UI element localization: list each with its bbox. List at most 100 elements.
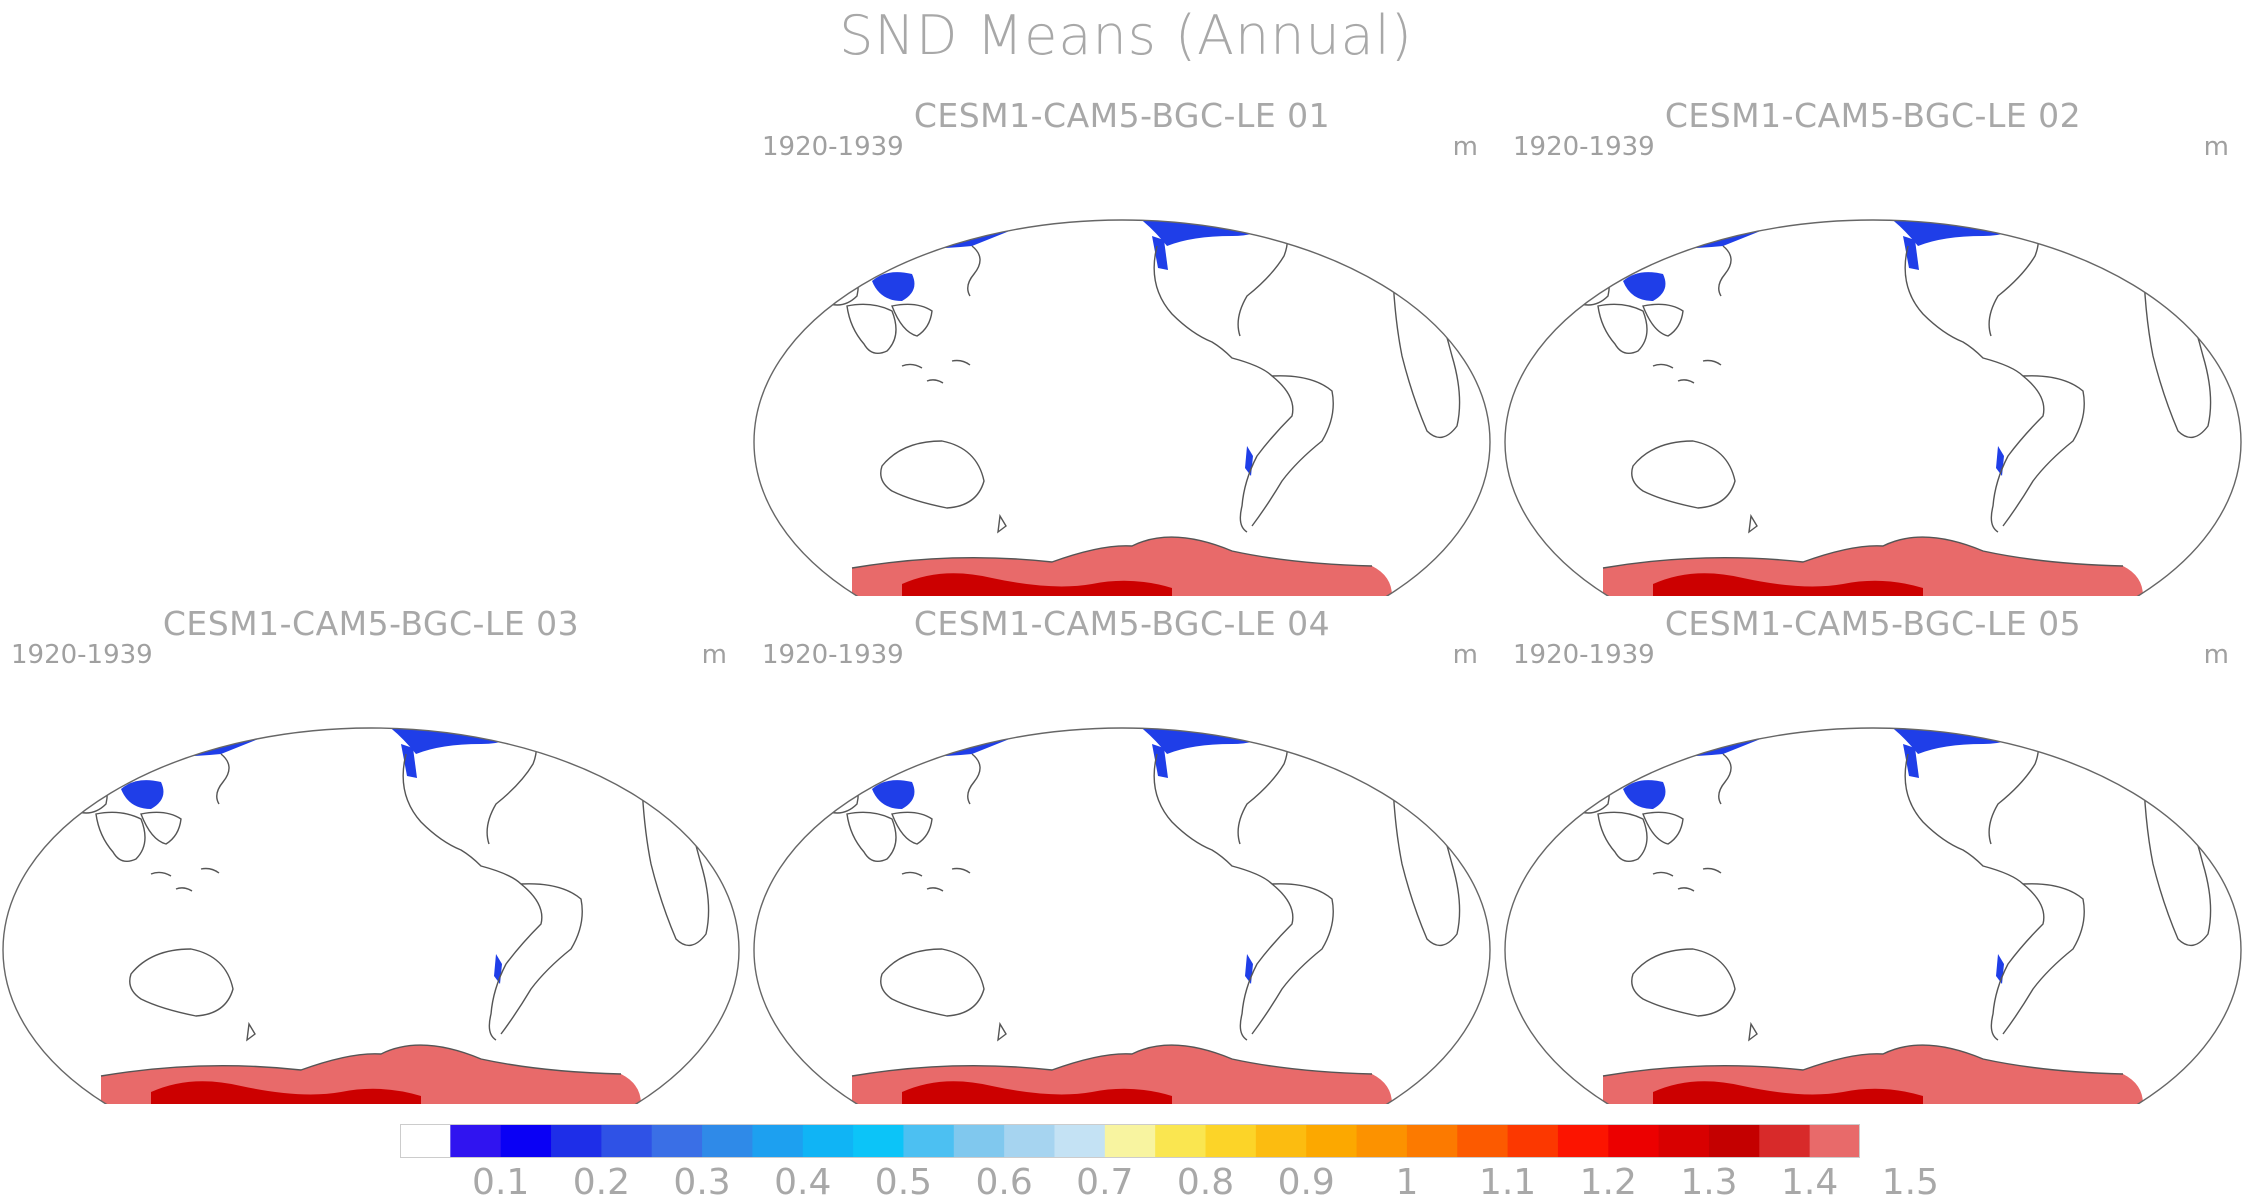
colorbar-tick-label: 1.5 — [1881, 1162, 1939, 1203]
colorbar-tick-label: 0.1 — [472, 1162, 530, 1203]
americas-east-coast — [486, 728, 583, 1035]
north-america-snow-light — [1883, 687, 1989, 722]
greenland-edge — [1200, 149, 1227, 174]
map-boundary — [1504, 727, 2242, 1104]
australia-outline — [1631, 948, 1736, 1017]
panel-unit: m — [1452, 132, 1478, 162]
antarctica-interior — [1653, 573, 1923, 596]
panel-unit: m — [2203, 640, 2229, 670]
colorbar-frame — [400, 1124, 1860, 1158]
rockies-snow — [1152, 236, 1168, 270]
colorbar-tick-label: 0.6 — [975, 1162, 1033, 1203]
north-america-snow-light — [381, 687, 487, 722]
east-asia-coast — [1718, 245, 1732, 297]
colorbar-swatch — [1708, 1124, 1760, 1158]
antarctica-interior — [151, 1081, 421, 1104]
eurasia-snow — [95, 728, 346, 757]
north-america-snow-light — [1132, 687, 1238, 722]
map-canvas — [753, 648, 1491, 1104]
eurasia-outline — [1522, 220, 1610, 306]
americas-west-coast — [1904, 245, 2045, 533]
colorbar-swatch — [400, 1124, 452, 1158]
eurasia-snow — [1597, 728, 1848, 757]
andes-snow — [494, 954, 502, 984]
andes-snow — [1245, 954, 1253, 984]
europe-coast — [1351, 220, 1393, 237]
greenland-edge — [449, 657, 476, 682]
colorbar-swatch — [752, 1124, 804, 1158]
southeast-asia-outline — [891, 811, 933, 845]
north-america-snow — [1853, 220, 2033, 246]
colorbar-swatch — [1608, 1124, 1660, 1158]
tibet-snow — [872, 272, 915, 301]
colorbar-tick-label: 1 — [1395, 1162, 1419, 1203]
colorbar-tick-label: 0.4 — [774, 1162, 832, 1203]
andes-snow — [1996, 954, 2004, 984]
colorbar-tick-label: 0.8 — [1176, 1162, 1235, 1203]
europe-coast — [600, 728, 642, 745]
colorbar-labels: 0.1 0.2 0.3 0.4 0.5 0.6 0.7 0.8 0.9 1 1.1 1.2 1.3 1.4… — [400, 1162, 1939, 1203]
east-asia-coast — [216, 753, 230, 805]
greenland-ice — [1212, 648, 1287, 706]
colorbar — [400, 1124, 1860, 1158]
americas-west-coast — [402, 753, 543, 1041]
colorbar-swatch — [450, 1124, 502, 1158]
map-boundary — [2, 727, 740, 1104]
north-america-snow-light — [1883, 179, 1989, 214]
north-america-snow — [1102, 728, 1282, 754]
colorbar-tick-label: 1.3 — [1680, 1162, 1738, 1203]
colorbar-swatch — [1507, 1124, 1559, 1158]
australia-outline — [1631, 440, 1736, 509]
colorbar-swatch — [601, 1124, 653, 1158]
australia-outline — [880, 948, 985, 1017]
map-content — [1522, 657, 2212, 1104]
eurasia-outline — [771, 728, 859, 814]
colorbar-swatch — [1004, 1124, 1055, 1158]
south-asia-outline — [1597, 303, 1648, 354]
asia-snow-patch — [106, 768, 122, 780]
map-content — [771, 149, 1461, 596]
panel-title: CESM1-CAM5-BGC-LE 03 — [162, 604, 580, 643]
colorbar-swatch — [853, 1124, 904, 1158]
panel-period: 1920-1939 — [762, 640, 904, 670]
southeast-asia-outline — [1642, 811, 1684, 845]
panel-period: 1920-1939 — [762, 132, 904, 162]
map-content — [1522, 140, 2212, 596]
indonesia-outline — [901, 359, 971, 384]
greenland-ice — [1963, 140, 2038, 198]
colorbar-swatch — [802, 1124, 854, 1158]
antarctica-outline — [1602, 1044, 2124, 1077]
north-america-snow-light — [1132, 179, 1238, 214]
map-panel-02: CESM1-CAM5-BGC-LE 02 1920-1939 m — [1503, 96, 2243, 596]
southeast-asia-outline — [891, 303, 933, 337]
africa-outline — [2142, 234, 2212, 439]
rockies-snow — [1903, 236, 1919, 270]
map-canvas — [1504, 140, 2242, 596]
greenland-edge — [1951, 149, 1978, 174]
map-boundary — [753, 727, 1491, 1104]
colorbar-swatch — [1255, 1124, 1307, 1158]
colorbar-tick-label: 1.4 — [1781, 1162, 1839, 1203]
colorbar-tick-label: 1.1 — [1478, 1162, 1537, 1203]
greenland-edge — [1951, 657, 1978, 682]
africa-outline — [1391, 234, 1461, 439]
africa-outline — [1391, 742, 1461, 947]
eurasia-snow-light — [892, 176, 1072, 218]
map-content — [771, 648, 1461, 1104]
americas-east-coast — [1988, 220, 2085, 527]
colorbar-tick-label: 0.3 — [673, 1162, 731, 1203]
africa-outline — [640, 742, 710, 947]
colorbar-swatch — [1104, 1124, 1156, 1158]
eurasia-outline — [771, 220, 859, 306]
colorbar-swatch — [1759, 1124, 1811, 1158]
colorbar-swatch — [1205, 1124, 1257, 1158]
new-zealand-outline — [997, 513, 1007, 534]
colorbar-tick-label: 0.7 — [1076, 1162, 1134, 1203]
colorbar-tick-label: 0.2 — [572, 1162, 631, 1203]
map-panel-04: CESM1-CAM5-BGC-LE 04 1920-1939 m — [752, 604, 1492, 1104]
antarctica-outline — [851, 1044, 1373, 1077]
greenland-ice — [461, 648, 536, 706]
south-asia-outline — [846, 811, 897, 862]
colorbar-swatch — [903, 1124, 955, 1158]
panel-title: CESM1-CAM5-BGC-LE 04 — [913, 604, 1331, 643]
